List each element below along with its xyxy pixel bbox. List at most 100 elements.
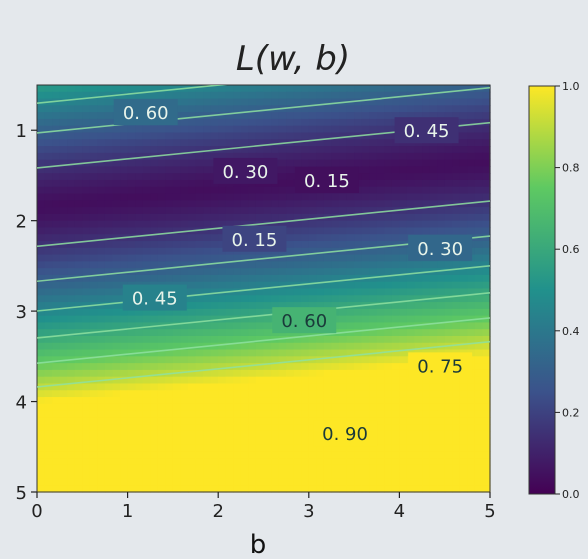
heatmap-cell: [112, 369, 121, 378]
heatmap-cell: [422, 417, 431, 425]
heatmap-cell: [263, 430, 272, 439]
heatmap-cell: [414, 390, 423, 398]
heatmap-cell: [369, 274, 378, 283]
heatmap-cell: [467, 329, 476, 337]
heatmap-cell: [59, 322, 68, 330]
heatmap-cell: [271, 369, 280, 378]
heatmap-cell: [339, 207, 348, 215]
heatmap-cell: [180, 363, 189, 371]
heatmap-cell: [482, 329, 491, 337]
heatmap-cell: [346, 261, 355, 269]
heatmap-cell: [437, 410, 446, 418]
heatmap-cell: [104, 118, 114, 127]
heatmap-cell: [112, 329, 121, 337]
heatmap-cell: [308, 410, 317, 418]
heatmap-cell: [482, 464, 491, 473]
heatmap-cell: [59, 200, 68, 208]
heatmap-cell: [444, 383, 453, 391]
heatmap-cell: [180, 125, 189, 134]
heatmap-cell: [376, 437, 385, 446]
heatmap-cell: [218, 193, 227, 201]
heatmap-cell: [255, 390, 265, 398]
heatmap-cell: [74, 268, 83, 276]
heatmap-cell: [444, 437, 453, 446]
heatmap-cell: [225, 322, 234, 330]
heatmap-cell: [210, 302, 219, 310]
heatmap-cell: [437, 91, 446, 100]
heatmap-cell: [195, 173, 204, 181]
heatmap-cell: [467, 458, 476, 466]
heatmap-cell: [406, 98, 416, 106]
heatmap-cell: [482, 458, 491, 466]
heatmap-cell: [157, 274, 166, 283]
heatmap-cell: [203, 227, 212, 235]
heatmap-cell: [89, 261, 98, 269]
heatmap-cell: [82, 424, 91, 432]
heatmap-cell: [142, 369, 151, 378]
heatmap-cell: [459, 146, 468, 154]
heatmap-cell: [157, 397, 166, 405]
heatmap-cell: [225, 424, 234, 432]
heatmap-cell: [127, 335, 136, 344]
heatmap-cell: [384, 166, 393, 174]
heatmap-cell: [346, 356, 355, 364]
heatmap-cell: [384, 322, 393, 330]
heatmap-cell: [203, 410, 212, 418]
contour-label: 0. 45: [404, 121, 450, 142]
heatmap-cell: [482, 193, 491, 201]
heatmap-cell: [286, 478, 295, 486]
x-tick-label: 4: [394, 501, 405, 522]
heatmap-cell: [59, 220, 68, 229]
contour-lines: [37, 85, 490, 388]
heatmap-cell: [225, 200, 234, 208]
heatmap-cell: [52, 159, 61, 167]
heatmap-cell: [248, 363, 257, 371]
heatmap-cell: [316, 369, 325, 378]
heatmap-cell: [157, 430, 166, 439]
heatmap-cell: [346, 139, 355, 147]
heatmap-cell: [331, 376, 340, 385]
heatmap-cell: [233, 98, 242, 106]
heatmap-cell: [210, 91, 219, 100]
heatmap-cell: [301, 220, 310, 229]
heatmap-cell: [59, 105, 68, 113]
heatmap-cell: [180, 152, 189, 161]
heatmap-cell: [323, 397, 333, 405]
heatmap-cell: [44, 166, 53, 174]
heatmap-cell: [74, 356, 83, 364]
heatmap-cell: [399, 363, 408, 371]
heatmap-cell: [271, 261, 280, 269]
heatmap-cell: [331, 200, 340, 208]
heatmap-cell: [180, 376, 189, 385]
heatmap-cell: [339, 485, 348, 493]
heatmap-cell: [89, 146, 98, 154]
heatmap-cell: [376, 458, 385, 466]
heatmap-cell: [112, 478, 121, 486]
heatmap-cell: [52, 173, 61, 181]
heatmap-cell: [165, 261, 174, 269]
heatmap-cell: [59, 173, 68, 181]
heatmap-cell: [104, 112, 114, 120]
heatmap-cell: [369, 91, 378, 100]
heatmap-cell: [203, 363, 212, 371]
heatmap-cell: [157, 383, 166, 391]
heatmap-cell: [437, 166, 446, 174]
heatmap-cell: [127, 403, 136, 412]
heatmap-cell: [452, 159, 461, 167]
heatmap-cell: [225, 397, 234, 405]
heatmap-cell: [74, 478, 83, 486]
heatmap-cell: [135, 91, 144, 100]
heatmap-cell: [482, 207, 491, 215]
heatmap-cell: [286, 458, 295, 466]
heatmap-cell: [384, 268, 393, 276]
heatmap-cell: [308, 485, 317, 493]
heatmap-cell: [104, 139, 114, 147]
heatmap-cell: [180, 397, 189, 405]
heatmap-cell: [135, 166, 144, 174]
heatmap-cell: [437, 193, 446, 201]
heatmap-cell: [127, 315, 136, 324]
heatmap-cell: [406, 437, 416, 446]
heatmap-cell: [135, 179, 144, 188]
heatmap-cell: [482, 383, 491, 391]
heatmap-cell: [74, 430, 83, 439]
